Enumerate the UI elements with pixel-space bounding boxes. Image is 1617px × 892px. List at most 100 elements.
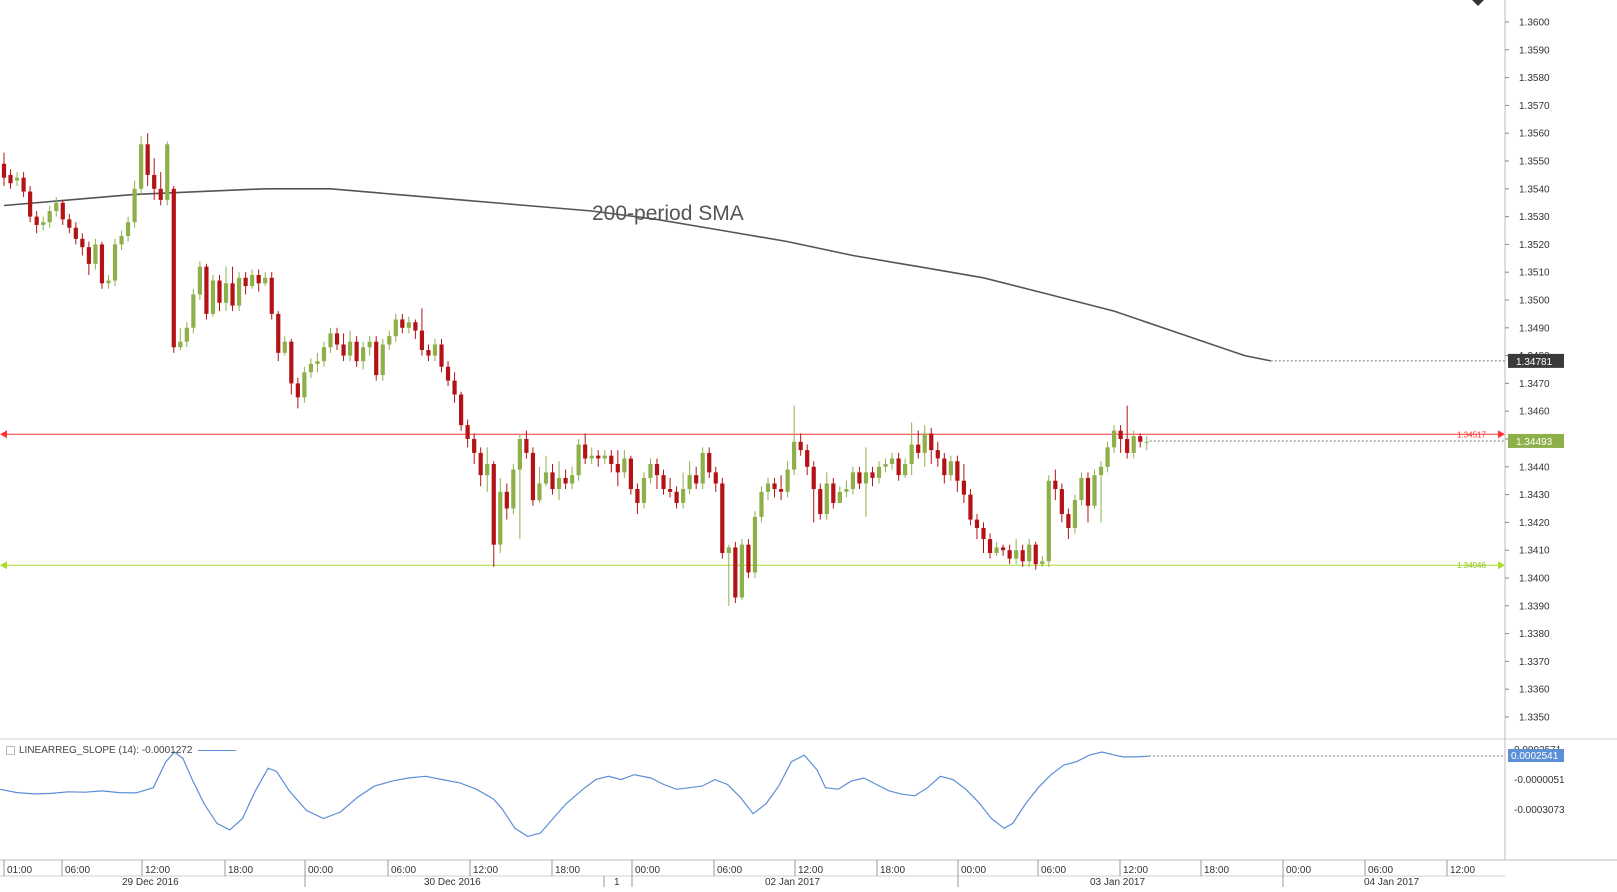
last-price-marker-label: 1.34493: [1516, 437, 1553, 448]
candle-body: [1020, 550, 1025, 562]
candle-body: [1059, 489, 1064, 515]
candle-body: [472, 439, 477, 453]
candle-body: [798, 441, 803, 451]
price-axis-label: 1.3400: [1519, 574, 1550, 585]
candle-body: [511, 469, 516, 509]
indicator-marker-label: 0.0002541: [1511, 751, 1559, 762]
candle-body: [178, 341, 183, 348]
candle-body: [720, 483, 725, 553]
candle-body: [132, 188, 137, 223]
candle-body: [837, 491, 842, 503]
candle-body: [347, 341, 353, 356]
candle-body: [80, 238, 85, 248]
candle-body: [1033, 544, 1038, 565]
candle-body: [230, 283, 235, 306]
candle-body: [1131, 436, 1136, 453]
candle-body: [99, 244, 105, 284]
candle-body: [739, 544, 744, 598]
price-axis-label: 1.3570: [1519, 101, 1550, 112]
candle-body: [1066, 514, 1071, 528]
candle-body: [393, 319, 398, 337]
time-axis-label: 00:00: [308, 865, 333, 876]
indicator-axis-label: -0.0003073: [1514, 805, 1565, 816]
time-axis-label: 12:00: [1123, 865, 1148, 876]
time-axis-label: 12:00: [473, 865, 498, 876]
candle-body: [576, 444, 581, 476]
price-axis-label: 1.3460: [1519, 407, 1550, 418]
price-axis-label: 1.3350: [1519, 713, 1550, 724]
candle-body: [550, 472, 555, 490]
candle-body: [210, 280, 216, 314]
candle-body: [876, 466, 882, 478]
candle-body: [321, 347, 327, 362]
candle-body: [1046, 480, 1051, 562]
candle-body: [641, 477, 647, 503]
candle-body: [426, 350, 431, 356]
candle-body: [197, 266, 202, 295]
candle-body: [1125, 439, 1130, 453]
candle-body: [863, 472, 869, 484]
price-axis-label: 1.3470: [1519, 379, 1550, 390]
date-axis-label: 1: [614, 877, 620, 887]
candle-body: [935, 450, 940, 459]
resistance-value-label: 1.34517: [1457, 430, 1486, 439]
candle-body: [263, 277, 268, 284]
candle-body: [139, 144, 144, 189]
candle-body: [903, 464, 908, 476]
time-axis-label: 18:00: [1204, 865, 1229, 876]
candle-body: [942, 458, 947, 476]
time-axis-label: 01:00: [7, 865, 32, 876]
candle-body: [28, 191, 33, 217]
candle-body: [191, 294, 196, 328]
candle-body: [818, 489, 823, 515]
candle-body: [628, 458, 633, 490]
candle-body: [824, 483, 829, 515]
candle-body: [707, 452, 712, 473]
candle-body: [1098, 466, 1104, 476]
candle-body: [968, 494, 973, 520]
candle-body: [204, 266, 209, 314]
candle-body: [961, 480, 967, 495]
candle-body: [570, 475, 575, 484]
candle-body: [47, 211, 52, 223]
candle-body: [955, 461, 960, 481]
candle-body: [648, 464, 653, 478]
candle-body: [1, 163, 7, 178]
candle-body: [223, 283, 229, 303]
candle-body: [1014, 550, 1019, 559]
time-axis-label: 06:00: [391, 865, 416, 876]
candle-body: [746, 544, 751, 573]
candle-body: [700, 452, 705, 484]
candle-body: [236, 277, 242, 306]
candle-body: [981, 527, 986, 540]
candle-body: [445, 366, 451, 381]
candle-body: [400, 319, 405, 328]
candle-body: [1079, 477, 1084, 501]
candle-body: [152, 174, 157, 189]
candle-body: [524, 439, 529, 453]
candle-body: [289, 341, 294, 384]
time-axis-label: 12:00: [798, 865, 823, 876]
candle-body: [759, 491, 764, 517]
indicator-toggle-box[interactable]: [6, 746, 15, 755]
candle-body: [537, 483, 542, 501]
candle-body: [315, 361, 320, 364]
price-axis-label: 1.3530: [1519, 212, 1550, 223]
candle-body: [452, 380, 457, 395]
candle-body: [889, 458, 895, 465]
candle-body: [922, 433, 927, 453]
date-axis-label: 30 Dec 2016: [424, 877, 481, 887]
candle-body: [896, 458, 901, 476]
candle-body: [811, 466, 816, 490]
linreg-slope-line: [0, 751, 1149, 838]
resistance-left-arrow-icon: [0, 430, 7, 439]
candle-body: [354, 341, 359, 362]
candle-body: [282, 341, 287, 353]
candle-body: [543, 472, 549, 484]
collapse-arrow-icon[interactable]: [1472, 0, 1484, 6]
indicator-legend-line: [198, 750, 237, 751]
price-axis-label: 1.3600: [1519, 18, 1550, 29]
candle-body: [1007, 550, 1012, 559]
